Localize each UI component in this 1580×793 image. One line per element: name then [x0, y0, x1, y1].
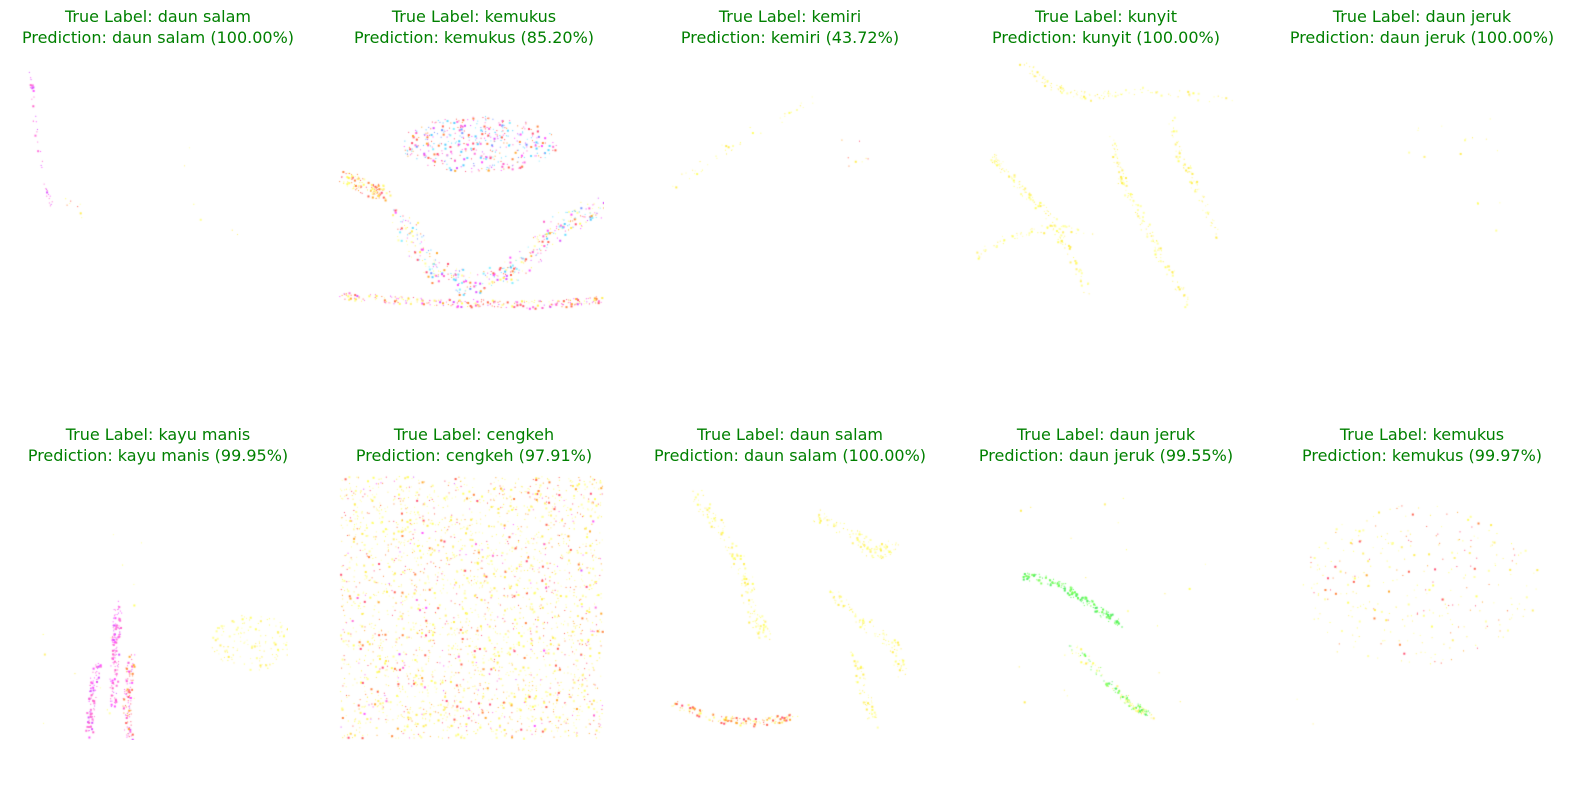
panel-title: True Label: daun jeruk Prediction: daun …: [948, 424, 1264, 466]
panel-title: True Label: daun salam Prediction: daun …: [632, 424, 948, 466]
prediction-grid: True Label: daun salam Prediction: daun …: [0, 0, 1580, 740]
sample-image-daun-jeruk: [1286, 56, 1552, 322]
true-label: True Label: daun jeruk: [1016, 425, 1196, 444]
sample-image-kemiri: [654, 56, 920, 322]
true-label: True Label: kemukus: [1339, 425, 1505, 444]
panel-title: True Label: kunyit Prediction: kunyit (1…: [948, 6, 1264, 48]
true-label: True Label: kayu manis: [65, 425, 251, 444]
sample-image-daun-salam: [22, 56, 288, 322]
sample-image-kemukus: [1286, 474, 1552, 740]
panel-6: True Label: kayu manis Prediction: kayu …: [0, 418, 316, 793]
true-label: True Label: kemukus: [391, 7, 557, 26]
true-label: True Label: cengkeh: [393, 425, 555, 444]
true-label: True Label: daun jeruk: [1332, 7, 1512, 26]
prediction-label: Prediction: daun salam (100.00%): [653, 446, 927, 465]
panel-10: True Label: kemukus Prediction: kemukus …: [1264, 418, 1580, 793]
prediction-label: Prediction: kemukus (99.97%): [1301, 446, 1543, 465]
panel-title: True Label: daun jeruk Prediction: daun …: [1264, 6, 1580, 48]
panel-4: True Label: kunyit Prediction: kunyit (1…: [948, 0, 1264, 375]
panel-title: True Label: kayu manis Prediction: kayu …: [0, 424, 316, 466]
prediction-label: Prediction: kemukus (85.20%): [353, 28, 595, 47]
prediction-label: Prediction: kayu manis (99.95%): [27, 446, 289, 465]
prediction-label: Prediction: daun salam (100.00%): [21, 28, 295, 47]
panel-title: True Label: daun salam Prediction: daun …: [0, 6, 316, 48]
panel-8: True Label: daun salam Prediction: daun …: [632, 418, 948, 793]
prediction-label: Prediction: daun jeruk (99.55%): [978, 446, 1234, 465]
sample-image-cengkeh: [338, 474, 604, 740]
panel-9: True Label: daun jeruk Prediction: daun …: [948, 418, 1264, 793]
panel-title: True Label: kemukus Prediction: kemukus …: [316, 6, 632, 48]
sample-image-daun-jeruk: [970, 474, 1236, 740]
panel-7: True Label: cengkeh Prediction: cengkeh …: [316, 418, 632, 793]
prediction-label: Prediction: kunyit (100.00%): [992, 28, 1220, 47]
panel-title: True Label: cengkeh Prediction: cengkeh …: [316, 424, 632, 466]
prediction-label: Prediction: cengkeh (97.91%): [355, 446, 593, 465]
panel-2: True Label: kemukus Prediction: kemukus …: [316, 0, 632, 375]
panel-5: True Label: daun jeruk Prediction: daun …: [1264, 0, 1580, 375]
true-label: True Label: kunyit: [1035, 7, 1177, 26]
sample-image-daun-salam: [654, 474, 920, 740]
sample-image-kayu-manis: [22, 474, 288, 740]
true-label: True Label: daun salam: [64, 7, 251, 26]
panel-3: True Label: kemiri Prediction: kemiri (4…: [632, 0, 948, 375]
true-label: True Label: kemiri: [718, 7, 862, 26]
true-label: True Label: daun salam: [696, 425, 883, 444]
panel-title: True Label: kemukus Prediction: kemukus …: [1264, 424, 1580, 466]
prediction-label: Prediction: kemiri (43.72%): [680, 28, 900, 47]
panel-1: True Label: daun salam Prediction: daun …: [0, 0, 316, 375]
sample-image-kunyit: [970, 56, 1236, 322]
prediction-label: Prediction: daun jeruk (100.00%): [1289, 28, 1555, 47]
sample-image-kemukus: [338, 56, 604, 322]
panel-title: True Label: kemiri Prediction: kemiri (4…: [632, 6, 948, 48]
